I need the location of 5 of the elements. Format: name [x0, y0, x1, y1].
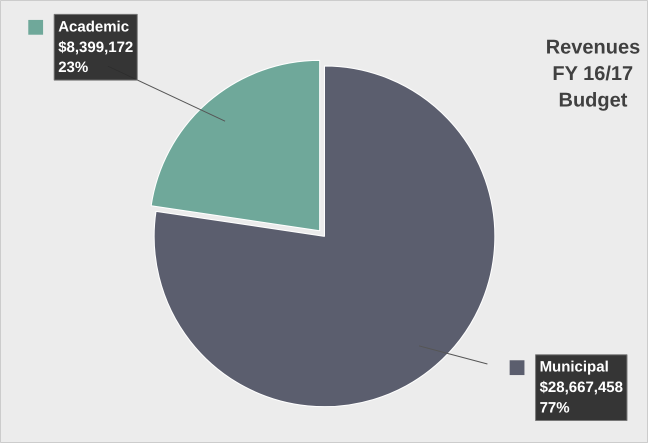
data-label: $28,667,458 77% [540, 379, 623, 417]
legend-label: Municipal [540, 358, 609, 376]
text: Revenues FY 16/17 Budget [546, 36, 640, 112]
data-label: $8,399,172 23% [58, 38, 134, 76]
legend-label: Academic [58, 18, 130, 36]
